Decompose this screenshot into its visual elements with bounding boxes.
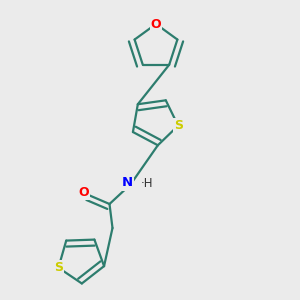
Text: S: S (174, 119, 183, 132)
Text: ·H: ·H (140, 177, 153, 190)
Text: S: S (54, 261, 63, 274)
Text: O: O (79, 186, 89, 199)
Text: O: O (151, 17, 161, 31)
Text: N: N (121, 176, 133, 190)
